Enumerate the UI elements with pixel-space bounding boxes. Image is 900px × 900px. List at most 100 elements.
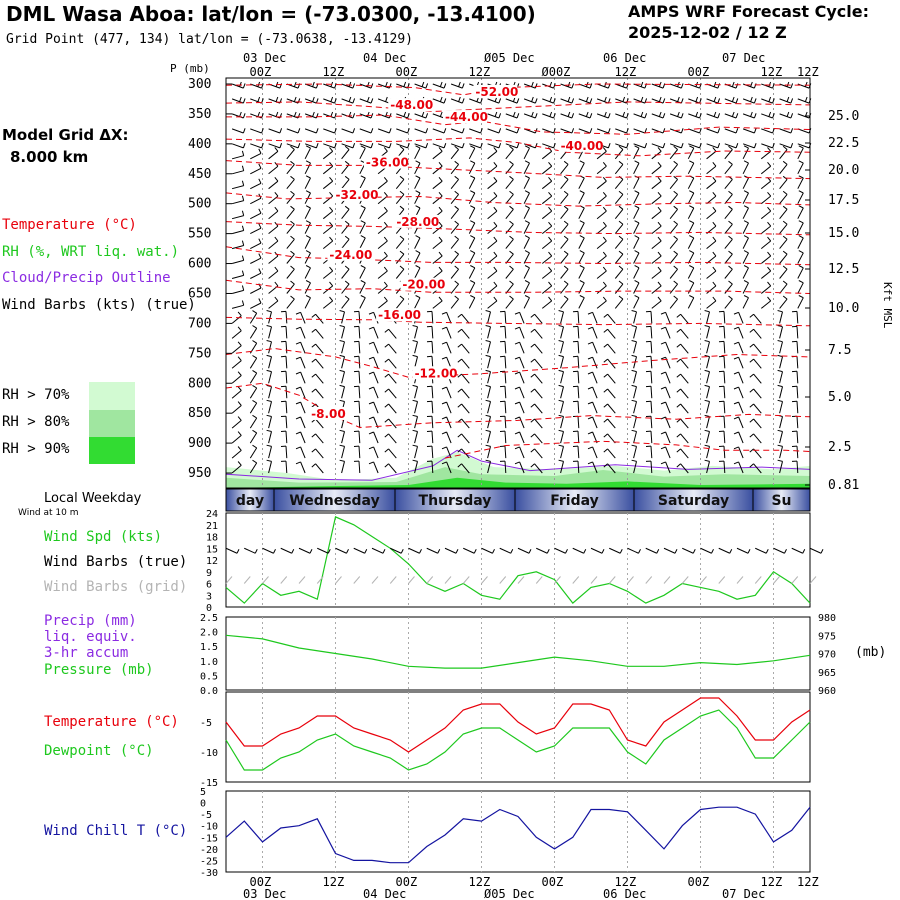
wind-barb-flag: [587, 461, 593, 465]
wind-barb: [738, 342, 744, 354]
rh70-swatch: [89, 382, 135, 410]
wind-barb-flag: [743, 205, 749, 209]
wind-barb: [377, 113, 390, 119]
wind-barb: [250, 287, 262, 294]
wind-barb: [505, 179, 514, 190]
wind-barb: [505, 208, 514, 220]
wind-barb-flag: [579, 190, 585, 194]
wind-barb: [519, 342, 525, 354]
wind-barb-flag: [509, 250, 514, 255]
wind-barb-flag: [297, 143, 301, 149]
wind-barb: [268, 225, 279, 234]
surface-wind-barb: [700, 547, 712, 554]
wind-barb: [268, 356, 272, 369]
grid-wind-barb: [316, 576, 324, 584]
wind-barb-flag: [514, 386, 520, 390]
wind-barb-flag: [626, 143, 629, 149]
surface-wind-barb: [718, 547, 730, 554]
wind-barb: [523, 98, 536, 104]
top-hour-label: 12Z: [323, 65, 345, 79]
wind-barb: [373, 461, 379, 474]
pressure-panel-frame: [225, 616, 811, 691]
wind-barb: [359, 282, 366, 294]
wind-barb: [461, 313, 470, 324]
wind-barb: [323, 113, 335, 119]
wind-barb-flag: [454, 250, 459, 255]
wind-barb-flag: [553, 113, 556, 119]
wind-barb-flag: [782, 160, 788, 165]
surface-wind-barb: [590, 547, 603, 554]
rh-shading-80: [226, 467, 810, 488]
wind-barb: [797, 177, 804, 189]
wind-barb-flag: [731, 111, 735, 117]
wind-barb-flag: [274, 236, 279, 242]
wind-barb: [414, 326, 418, 339]
wind-barb-flag: [454, 160, 459, 165]
wind-barb: [614, 268, 624, 279]
wind-barb-flag: [676, 463, 681, 468]
wind-barb: [596, 285, 607, 294]
wind-barb: [268, 311, 272, 324]
wind-barb-flag: [531, 111, 534, 117]
wind-barb-flag: [743, 220, 749, 224]
wind-barb-flag: [524, 205, 530, 209]
wind-barb-flag: [407, 113, 410, 119]
wind-barb: [468, 237, 476, 249]
wind-barb: [432, 83, 445, 89]
wind-barb-flag: [704, 340, 710, 343]
wind-barb-flag: [293, 96, 297, 102]
wind-barb-flag: [329, 296, 334, 302]
wind-barb: [304, 177, 311, 189]
wind-barb-flag: [733, 386, 739, 390]
wind-barb: [651, 143, 664, 149]
wind-barb-flag: [733, 371, 739, 375]
wind-barb-flag: [524, 295, 530, 299]
wind-barb-flag: [438, 191, 443, 197]
wind-barb: [504, 446, 507, 459]
wind-barb-flag: [749, 463, 754, 468]
wind-barb-flag: [237, 371, 242, 376]
wind-barb: [779, 298, 788, 309]
wind-barb: [738, 446, 744, 459]
wind-barb-flag: [412, 384, 418, 388]
wind-barb: [541, 300, 553, 309]
wind-barb-flag: [514, 416, 520, 420]
windchill-tick-label: -30: [200, 868, 218, 879]
wind-barb: [231, 360, 242, 369]
wind-barb: [724, 194, 733, 205]
wind-barb-flag: [524, 280, 530, 284]
wind-barb: [388, 418, 397, 429]
wind-barb-flag: [516, 128, 520, 134]
wind-barb-flag: [673, 160, 678, 165]
temp-contour-label: -16.00: [378, 308, 421, 322]
wind-panel-frame: [225, 512, 811, 608]
wind-barb: [560, 446, 564, 459]
wind-barb-flag: [767, 221, 772, 227]
wind-barb-flag: [524, 160, 530, 164]
wind-barb: [359, 222, 366, 234]
wind-barb: [519, 446, 525, 459]
top-hour-label: Ø00Z: [542, 65, 571, 79]
wind-barb-flag: [498, 98, 502, 104]
grid-wind-barb: [353, 576, 361, 584]
wind-barb-flag: [712, 161, 717, 167]
kft-tick-label: 0.81: [828, 478, 859, 493]
wind-barb: [231, 215, 244, 220]
wind-barb: [505, 268, 514, 279]
wind-barb-flag: [344, 205, 350, 210]
wind-barb-flag: [530, 358, 535, 363]
wind-barb: [487, 150, 498, 160]
wind-barb-flag: [305, 145, 311, 149]
wind-barb-flag: [383, 281, 388, 287]
wind-barb-flag: [514, 446, 520, 450]
wind-barb: [614, 283, 624, 294]
wind-barb-flag: [509, 175, 514, 180]
wind-barb: [504, 311, 507, 324]
wind-barb: [519, 312, 525, 324]
wind-barb-flag: [558, 399, 564, 402]
wind-barb-flag: [457, 448, 462, 453]
wind-barb-flag: [493, 147, 498, 152]
wind-barb: [300, 342, 306, 354]
wind-barb: [487, 401, 491, 414]
wind-barb-flag: [258, 238, 262, 244]
